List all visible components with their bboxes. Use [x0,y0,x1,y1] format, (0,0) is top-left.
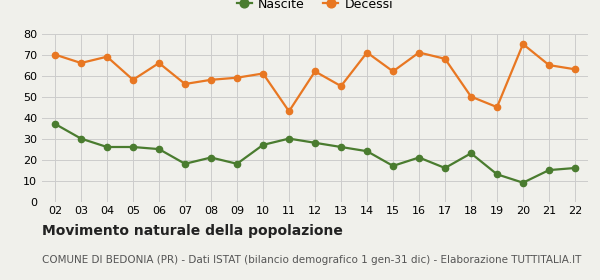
Nascite [103,145,110,149]
Nascite [571,166,578,170]
Text: Movimento naturale della popolazione: Movimento naturale della popolazione [42,224,343,238]
Nascite [52,122,59,125]
Nascite [364,150,371,153]
Nascite [520,181,527,184]
Nascite [337,145,344,149]
Decessi [493,105,500,109]
Decessi [77,61,85,65]
Decessi [467,95,475,98]
Line: Decessi: Decessi [52,41,578,115]
Nascite [389,164,397,167]
Line: Nascite: Nascite [52,121,578,186]
Decessi [415,51,422,54]
Nascite [286,137,293,140]
Nascite [415,156,422,159]
Nascite [181,162,188,165]
Decessi [181,82,188,86]
Decessi [208,78,215,81]
Decessi [442,57,449,60]
Decessi [233,76,241,80]
Decessi [259,72,266,75]
Nascite [130,145,137,149]
Nascite [155,147,163,151]
Decessi [520,42,527,46]
Nascite [233,162,241,165]
Decessi [337,85,344,88]
Legend: Nascite, Decessi: Nascite, Decessi [232,0,398,16]
Decessi [130,78,137,81]
Nascite [77,137,85,140]
Nascite [467,151,475,155]
Decessi [545,64,553,67]
Text: COMUNE DI BEDONIA (PR) - Dati ISTAT (bilancio demografico 1 gen-31 dic) - Elabor: COMUNE DI BEDONIA (PR) - Dati ISTAT (bil… [42,255,581,265]
Decessi [52,53,59,56]
Nascite [259,143,266,147]
Nascite [545,168,553,172]
Decessi [286,110,293,113]
Decessi [155,61,163,65]
Decessi [311,70,319,73]
Nascite [493,172,500,176]
Decessi [364,51,371,54]
Nascite [442,166,449,170]
Decessi [103,55,110,59]
Nascite [311,141,319,144]
Nascite [208,156,215,159]
Decessi [389,70,397,73]
Decessi [571,67,578,71]
